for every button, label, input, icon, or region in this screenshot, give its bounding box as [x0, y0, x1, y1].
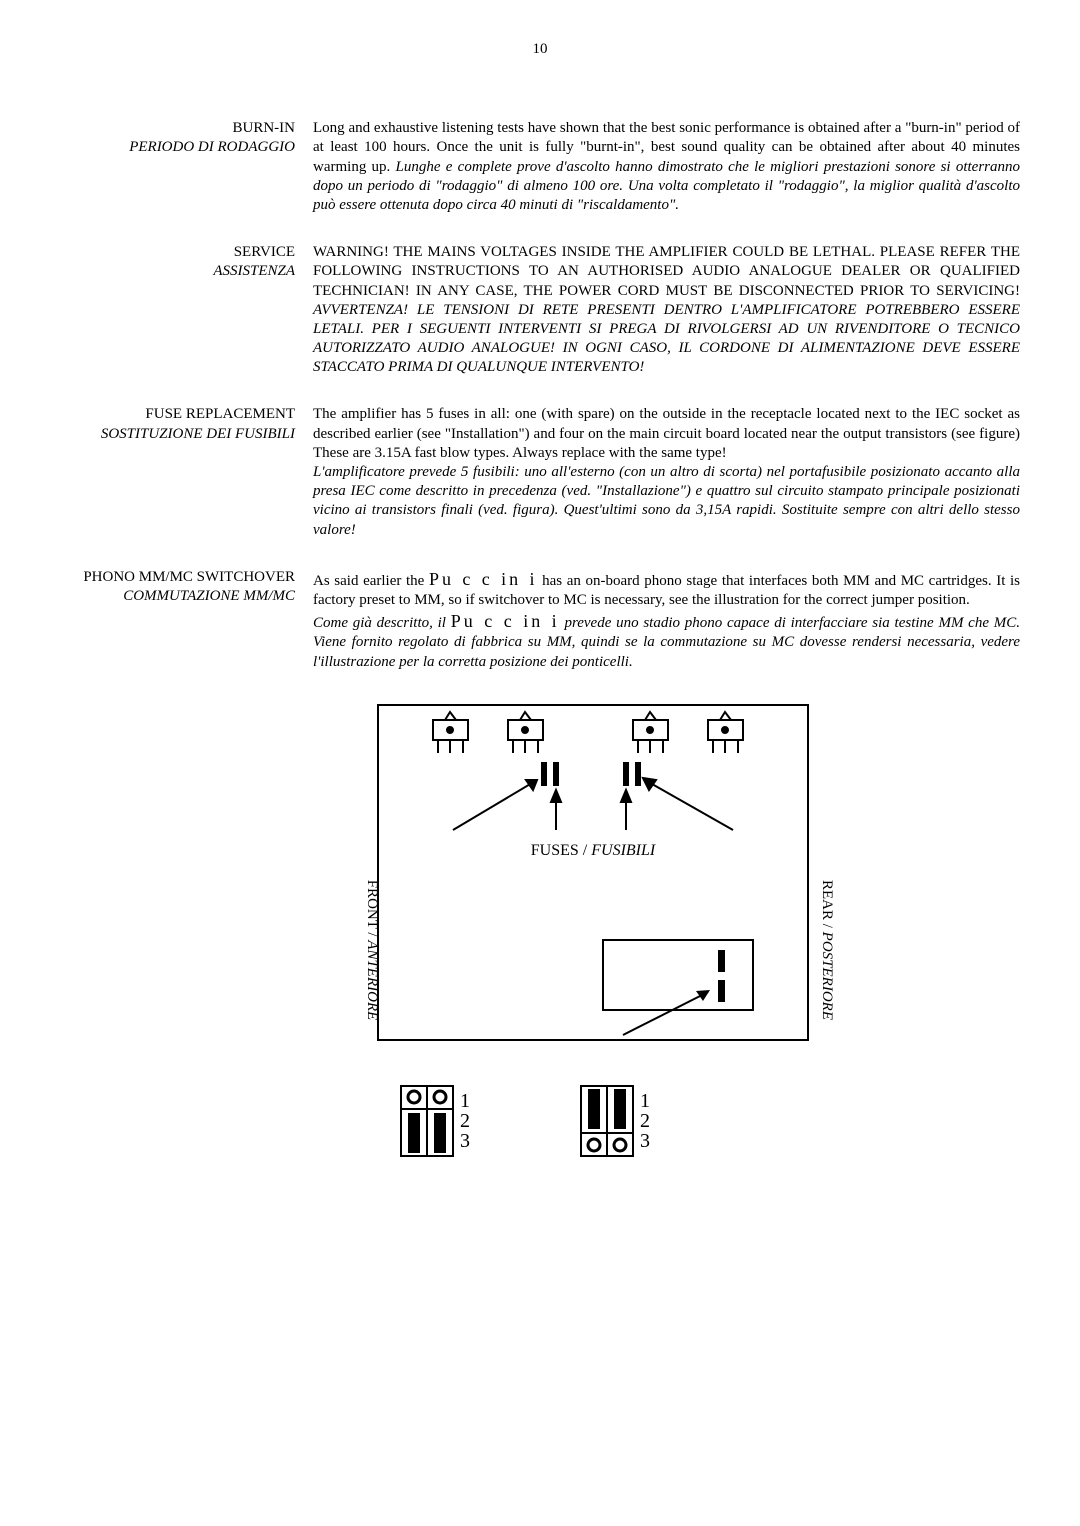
body-burnin: Long and exhaustive listening tests have…	[313, 119, 1020, 215]
burnin-it: Lunghe e complete prove d'ascolto hanno …	[313, 159, 1020, 213]
jumper-right: 1 2 3	[580, 1085, 650, 1157]
svg-text:FUSES / FUSIBILI: FUSES / FUSIBILI	[531, 842, 656, 859]
label-col: BURN-IN PERIODO DI RODAGGIO	[60, 119, 313, 215]
svg-text:REAR / POSTERIORE: REAR / POSTERIORE	[819, 880, 835, 1020]
num2: 2	[460, 1111, 470, 1131]
label-service-it: ASSISTENZA	[60, 262, 295, 281]
section-burnin: BURN-IN PERIODO DI RODAGGIO Long and exh…	[60, 119, 1020, 215]
section-service: SERVICE ASSISTENZA WARNING! THE MAINS VO…	[60, 243, 1020, 377]
brand: Pu c c in i	[429, 569, 538, 589]
section-fuse: FUSE REPLACEMENT SOSTITUZIONE DEI FUSIBI…	[60, 405, 1020, 539]
jumper-labels: 1 2 3	[640, 1091, 650, 1151]
jumper-left: 1 2 3	[400, 1085, 470, 1157]
brand: Pu c c in i	[451, 611, 560, 631]
num3: 3	[640, 1131, 650, 1151]
svg-text:FRONT / ANTERIORE: FRONT / ANTERIORE	[364, 879, 380, 1020]
phono-it1: Come già descritto, il	[313, 615, 451, 631]
label-phono-en: PHONO MM/MC SWITCHOVER	[60, 568, 295, 587]
jumper-labels: 1 2 3	[460, 1091, 470, 1151]
label-fuse-it: SOSTITUZIONE DEI FUSIBILI	[60, 425, 295, 444]
body-fuse: The amplifier has 5 fuses in all: one (w…	[313, 405, 1020, 539]
num3: 3	[460, 1131, 470, 1151]
label-burnin-it: PERIODO DI RODAGGIO	[60, 138, 295, 157]
num2: 2	[640, 1111, 650, 1131]
page-number: 10	[60, 40, 1020, 59]
label-phono-it: COMMUTAZIONE MM/MC	[60, 587, 295, 606]
fuse-diagram: FUSES / FUSIBILI FRONT / ANTERIORE REAR …	[313, 700, 1020, 1060]
label-col: PHONO MM/MC SWITCHOVER COMMUTAZIONE MM/M…	[60, 568, 313, 672]
num1: 1	[460, 1091, 470, 1111]
phono-en1: As said earlier the	[313, 573, 429, 589]
label-fuse-en: FUSE REPLACEMENT	[60, 405, 295, 424]
fuse-it: L'amplificatore prevede 5 fusibili: uno …	[313, 464, 1020, 538]
label-service-en: SERVICE	[60, 243, 295, 262]
num1: 1	[640, 1091, 650, 1111]
body-phono: As said earlier the Pu c c in i has an o…	[313, 568, 1020, 672]
jumper-diagrams: 1 2 3 1 2 3	[400, 1085, 1020, 1157]
service-it: AVVERTENZA! LE TENSIONI DI RETE PRESENTI…	[313, 302, 1020, 376]
fuse-en: The amplifier has 5 fuses in all: one (w…	[313, 406, 1020, 460]
label-col: SERVICE ASSISTENZA	[60, 243, 313, 377]
section-phono: PHONO MM/MC SWITCHOVER COMMUTAZIONE MM/M…	[60, 568, 1020, 672]
label-col: FUSE REPLACEMENT SOSTITUZIONE DEI FUSIBI…	[60, 405, 313, 539]
label-burnin-en: BURN-IN	[60, 119, 295, 138]
service-en: WARNING! THE MAINS VOLTAGES INSIDE THE A…	[313, 244, 1020, 298]
body-service: WARNING! THE MAINS VOLTAGES INSIDE THE A…	[313, 243, 1020, 377]
